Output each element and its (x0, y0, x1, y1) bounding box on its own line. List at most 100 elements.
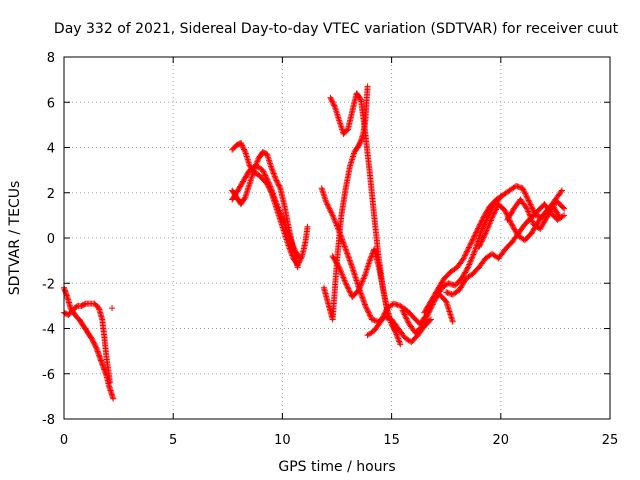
data-point (378, 315, 385, 322)
data-point (490, 211, 497, 218)
data-point (470, 251, 477, 258)
data-point (337, 267, 344, 274)
data-point (331, 255, 338, 262)
data-point (553, 208, 560, 215)
data-point (268, 186, 275, 193)
data-point (278, 211, 285, 218)
data-point (281, 220, 288, 227)
data-point (254, 157, 261, 164)
data-point (360, 298, 367, 305)
data-point (561, 205, 568, 212)
data-point (261, 171, 268, 178)
data-point (542, 215, 549, 222)
data-point (476, 242, 483, 249)
data-point (561, 212, 568, 219)
data-point (347, 260, 354, 267)
data-point (241, 146, 248, 153)
data-point (275, 182, 282, 189)
data-point (396, 338, 403, 345)
data-point (538, 223, 545, 230)
data-point (560, 204, 567, 211)
data-point (276, 183, 283, 190)
data-point (458, 283, 465, 290)
data-point (243, 173, 249, 180)
data-point (483, 209, 490, 216)
data-point (423, 305, 430, 312)
data-point (360, 297, 367, 304)
data-point (275, 181, 282, 188)
data-point (475, 224, 482, 231)
data-point (392, 328, 399, 335)
data-point (361, 300, 368, 307)
data-point (526, 211, 533, 218)
data-point (438, 279, 445, 286)
data-point (366, 312, 373, 319)
data-point (333, 222, 340, 229)
y-ticks: -8 -6 -4 -2 0 2 4 6 8 (42, 51, 610, 428)
data-point (281, 221, 288, 228)
data-point (465, 245, 472, 252)
data-point (272, 198, 279, 205)
data-point (476, 222, 483, 229)
data-point (378, 317, 385, 324)
data-point (556, 214, 563, 221)
data-point (529, 229, 536, 236)
data-point (235, 185, 242, 192)
y-tick-label: -6 (42, 368, 55, 383)
data-point (486, 221, 493, 228)
data-point (465, 264, 472, 271)
data-point (365, 308, 372, 315)
data-point (93, 344, 100, 351)
data-point (400, 310, 407, 317)
data-point (475, 244, 482, 251)
data-point (502, 207, 509, 214)
data-point (426, 317, 433, 324)
data-point (106, 379, 113, 386)
data-point (479, 237, 486, 244)
data-point (280, 217, 287, 224)
data-point (270, 169, 277, 176)
data-point (269, 167, 276, 174)
data-point (330, 254, 337, 261)
data-point (266, 182, 273, 189)
data-point (481, 213, 488, 220)
data-point (282, 222, 289, 229)
data-point (379, 314, 386, 321)
data-point (276, 207, 283, 214)
data-point (462, 268, 469, 275)
data-point (477, 221, 484, 228)
data-point (486, 220, 493, 227)
data-point (428, 297, 435, 304)
data-point (237, 139, 244, 146)
data-point (460, 255, 467, 262)
data-point (550, 204, 557, 211)
data-point (240, 145, 247, 152)
data-point (241, 195, 248, 202)
data-point (290, 242, 297, 249)
data-point (324, 201, 331, 208)
data-point (273, 200, 280, 207)
data-point (341, 243, 348, 250)
data-point (340, 240, 347, 247)
data-point (342, 246, 349, 253)
data-point (296, 255, 303, 262)
data-point (459, 273, 466, 280)
data-point (336, 265, 343, 272)
data-point (280, 218, 287, 225)
data-point (475, 225, 482, 232)
data-point (329, 253, 336, 260)
data-point (269, 190, 276, 197)
data-point (435, 284, 442, 291)
data-point (480, 214, 487, 221)
data-point (489, 214, 496, 221)
data-point (382, 309, 389, 316)
data-point (347, 258, 354, 265)
data-point (285, 231, 292, 238)
data-point (402, 312, 409, 319)
data-point (540, 219, 547, 226)
data-point (426, 300, 433, 307)
data-point (285, 232, 292, 239)
data-point (540, 220, 547, 227)
data-point (395, 337, 402, 344)
